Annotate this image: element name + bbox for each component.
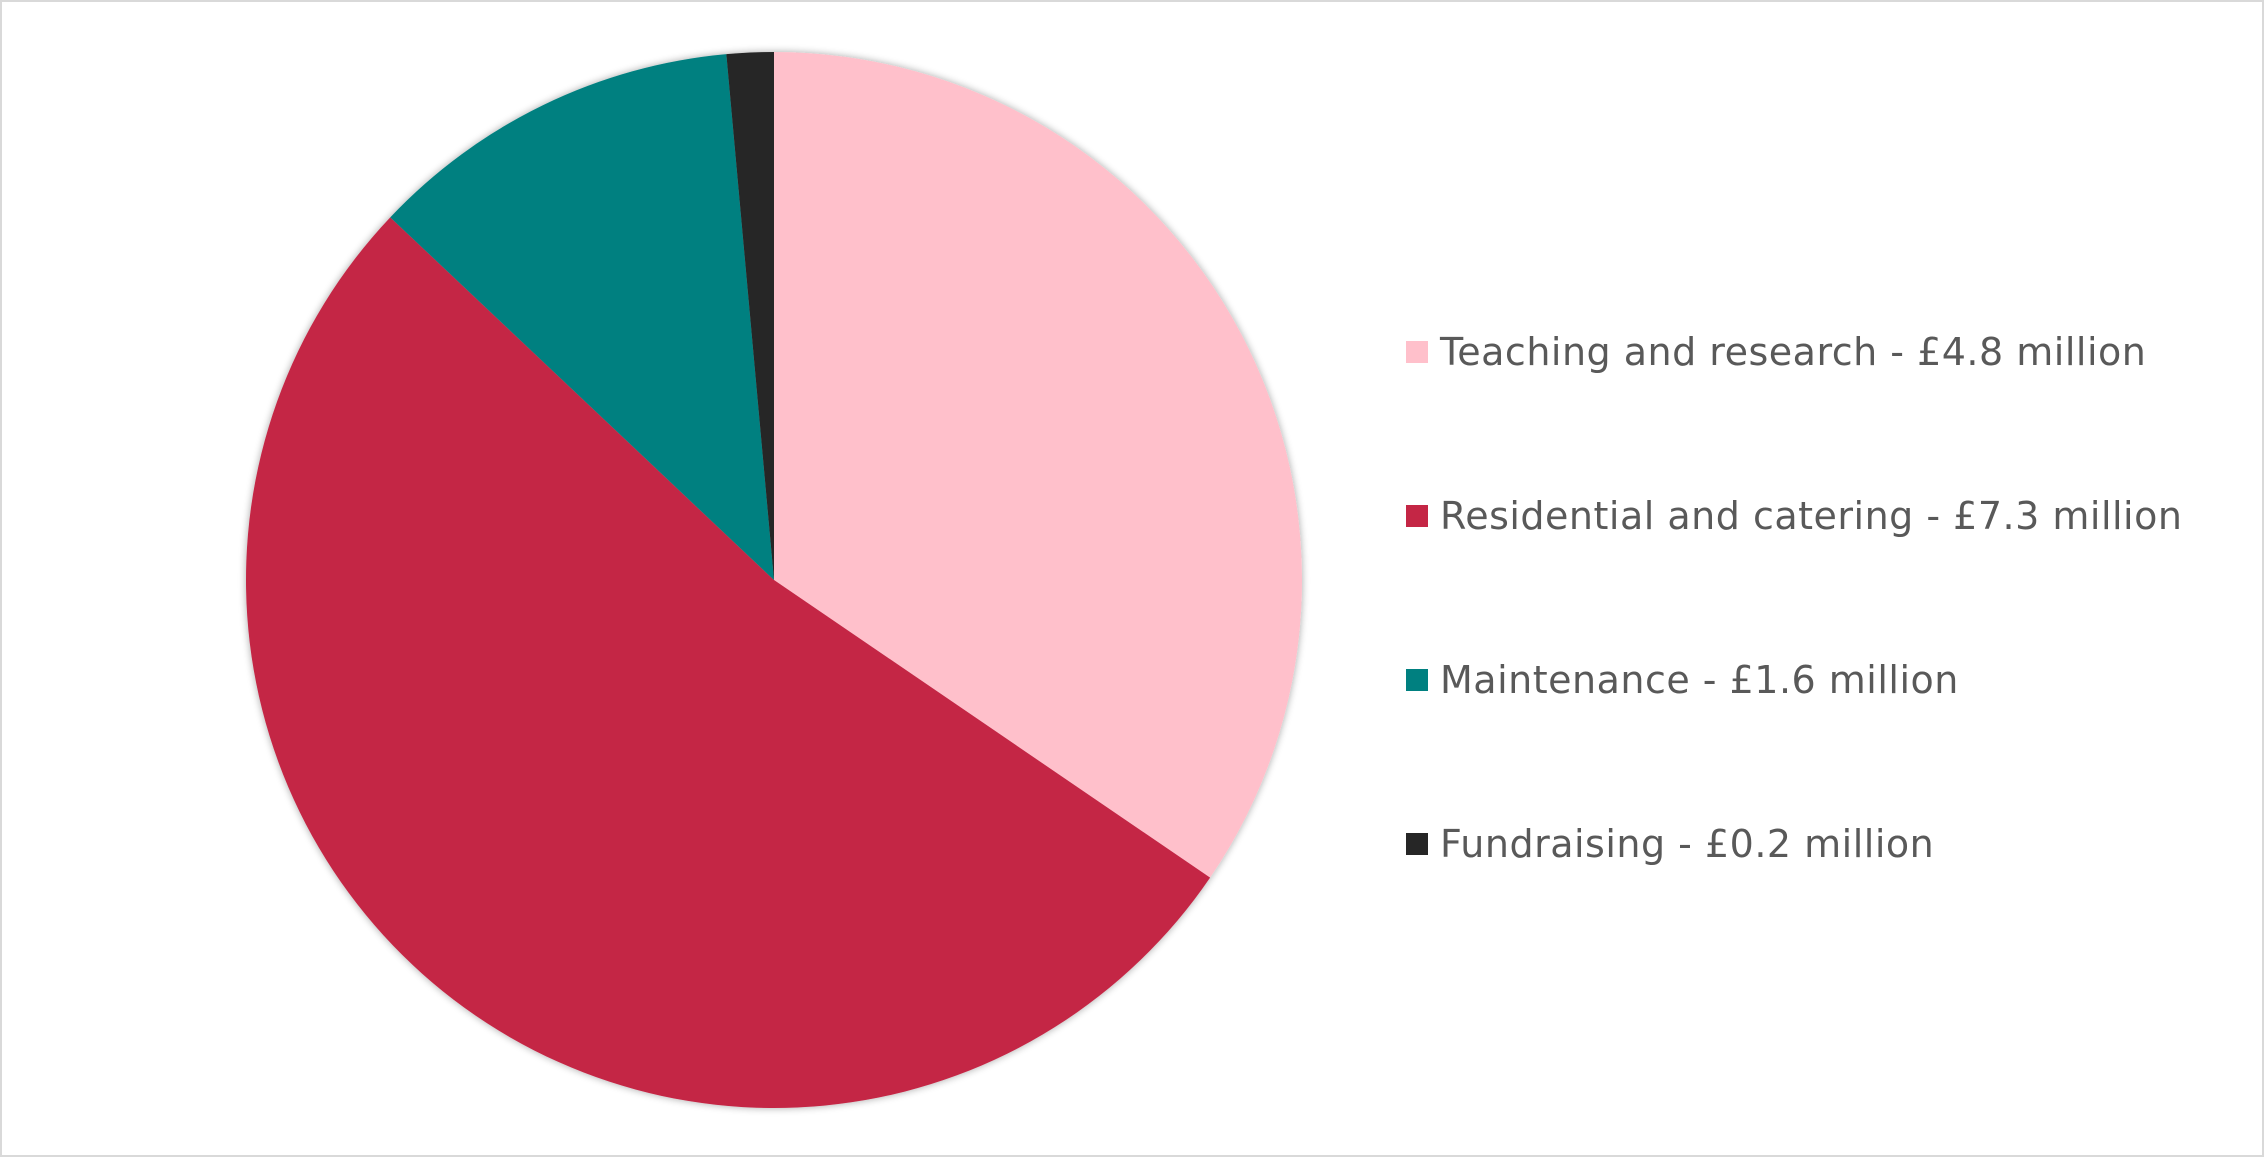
legend-label-residential-catering: Residential and catering - £7.3 million <box>1440 494 2183 538</box>
pie-slices <box>246 52 1302 1108</box>
legend-swatch-fundraising <box>1406 833 1428 855</box>
legend-label-maintenance: Maintenance - £1.6 million <box>1440 658 1959 702</box>
legend-item-maintenance: Maintenance - £1.6 million <box>1406 650 1959 710</box>
legend-label-fundraising: Fundraising - £0.2 million <box>1440 822 1935 866</box>
pie-slice-residential-catering <box>246 217 1211 1108</box>
pie-slice-teaching-research <box>774 52 1302 878</box>
legend-swatch-maintenance <box>1406 669 1428 691</box>
legend-swatch-residential-catering <box>1406 505 1428 527</box>
legend-swatch-teaching-research <box>1406 341 1428 363</box>
pie-slice-maintenance <box>390 54 774 580</box>
pie-slice-fundraising <box>726 52 774 580</box>
legend-item-teaching-research: Teaching and research - £4.8 million <box>1406 322 2146 382</box>
legend-item-fundraising: Fundraising - £0.2 million <box>1406 814 1934 874</box>
legend-label-teaching-research: Teaching and research - £4.8 million <box>1440 330 2147 374</box>
legend-item-residential-catering: Residential and catering - £7.3 million <box>1406 486 2182 546</box>
